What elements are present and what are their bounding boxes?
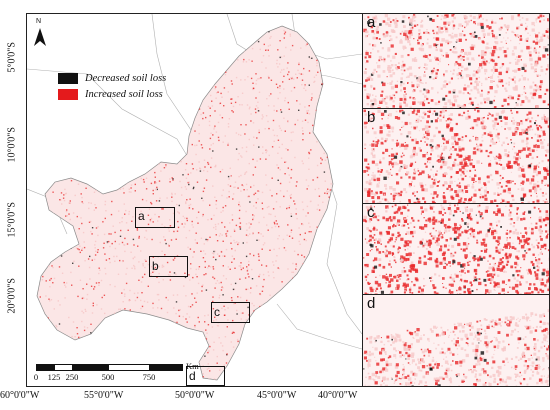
inset-box-label-d: d bbox=[189, 369, 196, 383]
lon-tick-60w: 60°0'0"W bbox=[0, 390, 40, 401]
lon-tick-40w: 40°0'0"W bbox=[318, 390, 358, 401]
lat-tick-15s: 15°0'0"S bbox=[6, 202, 18, 238]
inset-box-a[interactable]: a bbox=[135, 207, 175, 228]
legend-item-decreased: Decreased soil loss bbox=[58, 70, 166, 86]
scale-label-500: 500 bbox=[101, 372, 115, 382]
scale-unit: Km bbox=[186, 361, 199, 371]
zoom-panel-c[interactable]: c bbox=[362, 203, 550, 295]
scale-segment-5 bbox=[149, 364, 183, 371]
inset-box-d[interactable]: d bbox=[186, 366, 225, 386]
scale-label-250: 250 bbox=[65, 372, 79, 382]
north-arrow: N bbox=[32, 18, 48, 48]
zoom-panel-a-image bbox=[363, 14, 549, 108]
inset-box-label-b: b bbox=[152, 259, 159, 273]
zoom-panel-d[interactable]: d bbox=[362, 294, 550, 387]
lat-tick-20s: 20°0'0"S bbox=[6, 278, 18, 314]
zoom-panel-a[interactable]: a bbox=[362, 13, 550, 109]
inset-box-b[interactable]: b bbox=[149, 256, 188, 277]
main-map[interactable] bbox=[26, 13, 363, 387]
scale-segment-2 bbox=[54, 364, 73, 371]
scale-label-750: 750 bbox=[142, 372, 156, 382]
lon-tick-55w: 55°0'0"W bbox=[84, 390, 124, 401]
zoom-panel-d-image bbox=[363, 295, 549, 386]
legend-label-increased: Increased soil loss bbox=[85, 88, 163, 100]
zoom-panel-b[interactable]: b bbox=[362, 108, 550, 204]
lon-tick-50w: 50°0'0"W bbox=[175, 390, 215, 401]
north-label: N bbox=[36, 18, 42, 25]
zoom-panel-d-label: d bbox=[367, 295, 376, 312]
zoom-panel-c-image bbox=[363, 204, 549, 294]
zoom-panel-b-image bbox=[363, 109, 549, 203]
scale-segment-3 bbox=[72, 364, 109, 371]
legend-swatch-decreased bbox=[58, 72, 78, 84]
legend-item-increased: Increased soil loss bbox=[58, 86, 166, 102]
lon-tick-45w: 45°0'0"W bbox=[257, 390, 297, 401]
lat-tick-10s: 10°0'0"S bbox=[6, 127, 18, 163]
scale-label-125: 125 bbox=[47, 372, 61, 382]
map-canvas bbox=[27, 14, 362, 381]
scale-label-0: 0 bbox=[33, 372, 39, 382]
zoom-panel-c-label: c bbox=[367, 204, 375, 221]
north-arrow-icon bbox=[34, 28, 46, 46]
zoom-panel-a-label: a bbox=[367, 14, 376, 31]
inset-box-label-a: a bbox=[138, 209, 145, 223]
inset-box-c[interactable]: c bbox=[211, 302, 250, 323]
scale-segment-4 bbox=[108, 364, 150, 371]
zoom-panel-b-label: b bbox=[367, 109, 376, 126]
legend-swatch-increased bbox=[58, 88, 78, 100]
legend-label-decreased: Decreased soil loss bbox=[85, 72, 167, 84]
lat-tick-5s: 5°0'0"S bbox=[6, 42, 18, 73]
legend: Decreased soil loss Increased soil loss bbox=[58, 70, 166, 102]
inset-box-label-c: c bbox=[214, 305, 220, 319]
scale-segment-1 bbox=[36, 364, 55, 371]
